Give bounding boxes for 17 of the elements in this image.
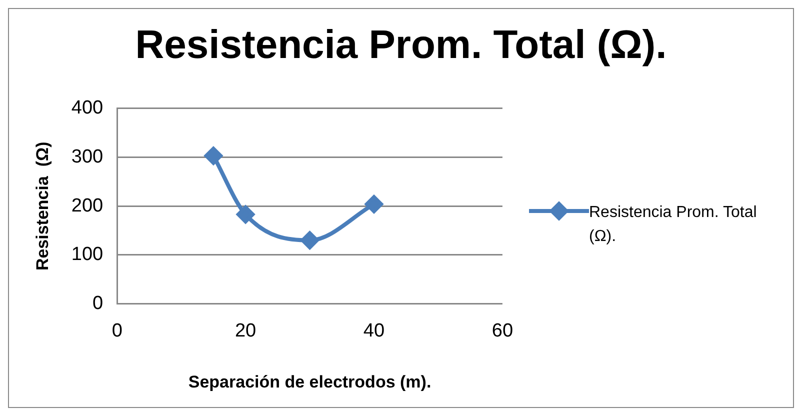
legend-label: Resistencia Prom. Total (Ω). — [589, 203, 758, 247]
x-tick-label: 0 — [112, 320, 122, 342]
chart-title: Resistencia Prom. Total (Ω). — [134, 22, 668, 69]
point — [364, 195, 383, 214]
x-axis-title: Separación de electrodos (m). — [188, 372, 432, 392]
x-tick-label: 60 — [492, 320, 514, 342]
y-tick-label: 400 — [71, 98, 104, 119]
y-tick-label: 200 — [71, 195, 104, 216]
y-tick-label: 300 — [71, 146, 104, 168]
x-tick-label: 40 — [363, 320, 385, 342]
y-tick-label: 0 — [92, 293, 104, 314]
point — [236, 205, 255, 224]
point — [204, 146, 222, 165]
y-tick-label: 100 — [71, 244, 104, 266]
y-axis-title: Resistencia (Ω) — [32, 142, 52, 271]
x-tick-label: 20 — [234, 320, 256, 342]
point — [300, 231, 319, 250]
